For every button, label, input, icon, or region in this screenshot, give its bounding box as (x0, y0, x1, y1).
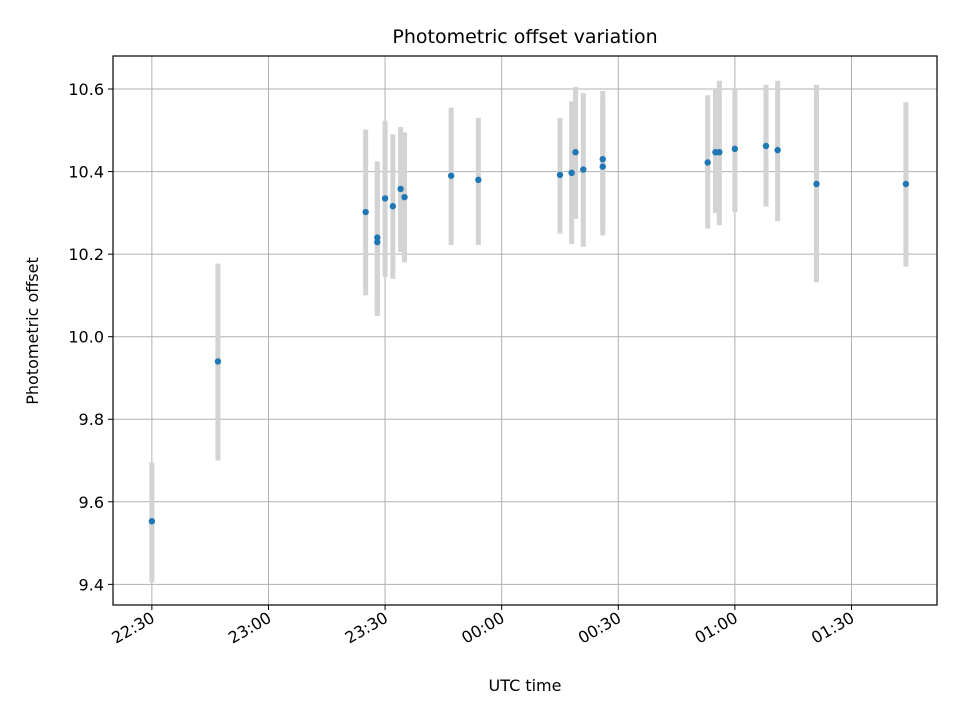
data-point (401, 193, 408, 201)
data-point (599, 163, 606, 170)
data-point (716, 148, 723, 156)
x-tick-label: 23:00 (225, 608, 274, 648)
x-tick-label: 22:30 (108, 608, 157, 648)
data-point (374, 238, 381, 246)
data-point (762, 142, 770, 150)
x-axis-label: UTC time (489, 676, 562, 695)
data-point (475, 176, 482, 184)
error-bars (149, 80, 909, 583)
data-point (362, 208, 369, 216)
data-point (214, 358, 222, 365)
x-tick-label: 00:30 (575, 608, 624, 648)
y-tick-label: 10.0 (68, 328, 104, 347)
y-tick-label: 9.4 (79, 575, 104, 594)
x-axis-ticks: 22:30 23:00 23:30 00:00 00:30 01:00 01:30 (108, 605, 857, 648)
y-axis-ticks: 9.4 9.6 9.8 10.0 10.2 10.4 10.6 (68, 80, 113, 594)
data-point (813, 180, 820, 188)
y-axis-label: Photometric offset (23, 257, 42, 405)
data-point (599, 155, 606, 163)
data-point (572, 148, 579, 156)
data-point (389, 203, 397, 210)
y-tick-label: 10.4 (68, 163, 104, 182)
data-point (774, 146, 781, 154)
y-tick-label: 10.6 (68, 80, 104, 99)
x-tick-label: 23:30 (342, 608, 391, 648)
y-tick-label: 9.6 (79, 493, 104, 512)
data-points (148, 142, 910, 525)
data-point (374, 234, 381, 241)
data-point (556, 171, 564, 179)
data-point (397, 185, 404, 193)
data-point (447, 172, 455, 179)
data-point (580, 166, 587, 173)
data-point (148, 518, 156, 525)
data-point (381, 195, 389, 202)
data-point (568, 169, 575, 177)
data-point (704, 159, 711, 166)
chart-title: Photometric offset variation (392, 26, 657, 48)
y-tick-label: 10.2 (68, 245, 104, 264)
grid-lines (113, 56, 937, 605)
y-tick-label: 9.8 (79, 410, 104, 429)
x-tick-label: 01:00 (691, 608, 740, 648)
x-tick-label: 01:30 (808, 608, 857, 648)
data-point (902, 180, 910, 188)
x-tick-label: 00:00 (458, 608, 507, 648)
plot-frame (112, 55, 938, 606)
data-point (731, 145, 739, 153)
